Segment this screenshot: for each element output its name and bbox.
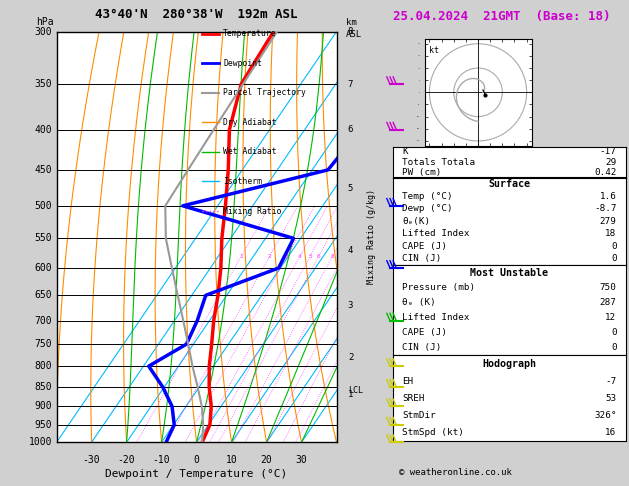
Text: CAPE (J): CAPE (J) bbox=[403, 242, 447, 251]
Text: StmSpd (kt): StmSpd (kt) bbox=[403, 428, 464, 437]
Text: 400: 400 bbox=[35, 125, 52, 135]
Text: -20: -20 bbox=[118, 454, 135, 465]
Text: 500: 500 bbox=[35, 201, 52, 211]
Text: 10: 10 bbox=[226, 454, 237, 465]
Text: Totals Totala: Totals Totala bbox=[403, 157, 476, 167]
Text: 1: 1 bbox=[239, 254, 243, 259]
Text: 750: 750 bbox=[35, 339, 52, 349]
Text: 6: 6 bbox=[316, 254, 320, 259]
Text: -8.7: -8.7 bbox=[594, 205, 616, 213]
Text: Temperature: Temperature bbox=[223, 29, 277, 38]
Text: K: K bbox=[403, 147, 408, 156]
Text: 6: 6 bbox=[348, 125, 353, 134]
Text: Lifted Index: Lifted Index bbox=[403, 229, 470, 238]
Text: 0: 0 bbox=[194, 454, 199, 465]
Text: 16: 16 bbox=[605, 428, 616, 437]
Text: 0: 0 bbox=[611, 254, 616, 263]
Text: hPa: hPa bbox=[36, 17, 53, 27]
Text: Surface: Surface bbox=[489, 179, 530, 189]
Text: Mixing Ratio: Mixing Ratio bbox=[223, 207, 282, 216]
Text: 53: 53 bbox=[605, 394, 616, 403]
Text: 7: 7 bbox=[348, 80, 353, 88]
Text: Isotherm: Isotherm bbox=[223, 177, 262, 186]
Text: Hodograph: Hodograph bbox=[482, 359, 537, 369]
Text: 5: 5 bbox=[348, 184, 353, 193]
Text: kt: kt bbox=[430, 46, 440, 55]
Text: 1.6: 1.6 bbox=[599, 192, 616, 201]
Text: 5: 5 bbox=[308, 254, 312, 259]
Text: ASL: ASL bbox=[346, 30, 362, 39]
Text: Dewpoint / Temperature (°C): Dewpoint / Temperature (°C) bbox=[106, 469, 287, 479]
Text: PW (cm): PW (cm) bbox=[403, 168, 442, 177]
Text: 1000: 1000 bbox=[29, 437, 52, 447]
Text: CIN (J): CIN (J) bbox=[403, 343, 442, 352]
Text: 0: 0 bbox=[611, 343, 616, 352]
Text: LCL: LCL bbox=[348, 385, 363, 395]
Text: θₑ(K): θₑ(K) bbox=[403, 217, 431, 226]
Text: 950: 950 bbox=[35, 420, 52, 430]
Text: Mixing Ratio (g/kg): Mixing Ratio (g/kg) bbox=[367, 190, 376, 284]
Text: 12: 12 bbox=[605, 313, 616, 322]
Text: Parcel Trajectory: Parcel Trajectory bbox=[223, 88, 306, 97]
Text: Pressure (mb): Pressure (mb) bbox=[403, 283, 476, 292]
Text: 287: 287 bbox=[599, 298, 616, 307]
Text: 4: 4 bbox=[298, 254, 302, 259]
Text: Dewpoint: Dewpoint bbox=[223, 59, 262, 68]
Text: 279: 279 bbox=[599, 217, 616, 226]
Text: 2: 2 bbox=[267, 254, 271, 259]
Text: 900: 900 bbox=[35, 401, 52, 411]
Text: Most Unstable: Most Unstable bbox=[470, 268, 548, 278]
Text: -7: -7 bbox=[605, 377, 616, 385]
Text: 8: 8 bbox=[348, 27, 353, 36]
Text: 0.42: 0.42 bbox=[594, 168, 616, 177]
Text: 43°40'N  280°38'W  192m ASL: 43°40'N 280°38'W 192m ASL bbox=[96, 8, 298, 21]
Text: 0: 0 bbox=[611, 328, 616, 337]
Text: Lifted Index: Lifted Index bbox=[403, 313, 470, 322]
Text: 8: 8 bbox=[330, 254, 334, 259]
Text: 4: 4 bbox=[348, 246, 353, 255]
Text: Dry Adiabat: Dry Adiabat bbox=[223, 118, 277, 127]
Text: -17: -17 bbox=[599, 147, 616, 156]
Text: CIN (J): CIN (J) bbox=[403, 254, 442, 263]
Text: SREH: SREH bbox=[403, 394, 425, 403]
Text: Dewp (°C): Dewp (°C) bbox=[403, 205, 453, 213]
Text: 1: 1 bbox=[348, 390, 353, 399]
Text: 0: 0 bbox=[611, 242, 616, 251]
Text: 300: 300 bbox=[35, 27, 52, 36]
Text: 800: 800 bbox=[35, 361, 52, 371]
Text: 750: 750 bbox=[599, 283, 616, 292]
Text: © weatheronline.co.uk: © weatheronline.co.uk bbox=[399, 468, 512, 477]
Text: 350: 350 bbox=[35, 79, 52, 89]
Text: StmDir: StmDir bbox=[403, 411, 436, 420]
Text: 326°: 326° bbox=[594, 411, 616, 420]
Text: 30: 30 bbox=[296, 454, 308, 465]
Text: CAPE (J): CAPE (J) bbox=[403, 328, 447, 337]
Text: -30: -30 bbox=[83, 454, 101, 465]
Text: 18: 18 bbox=[605, 229, 616, 238]
Text: km: km bbox=[346, 17, 357, 27]
Text: 450: 450 bbox=[35, 165, 52, 175]
Text: 2: 2 bbox=[348, 353, 353, 362]
Text: θₑ (K): θₑ (K) bbox=[403, 298, 436, 307]
Text: 3: 3 bbox=[348, 301, 353, 310]
Text: 700: 700 bbox=[35, 315, 52, 326]
Text: 29: 29 bbox=[605, 157, 616, 167]
Text: 20: 20 bbox=[260, 454, 272, 465]
Text: 850: 850 bbox=[35, 382, 52, 392]
Text: Wet Adiabat: Wet Adiabat bbox=[223, 147, 277, 156]
Text: EH: EH bbox=[403, 377, 414, 385]
Text: -10: -10 bbox=[153, 454, 170, 465]
Text: 25.04.2024  21GMT  (Base: 18): 25.04.2024 21GMT (Base: 18) bbox=[393, 10, 611, 23]
Text: 650: 650 bbox=[35, 290, 52, 300]
Text: 3: 3 bbox=[285, 254, 289, 259]
Text: Temp (°C): Temp (°C) bbox=[403, 192, 453, 201]
Text: 600: 600 bbox=[35, 263, 52, 273]
Text: 550: 550 bbox=[35, 233, 52, 243]
